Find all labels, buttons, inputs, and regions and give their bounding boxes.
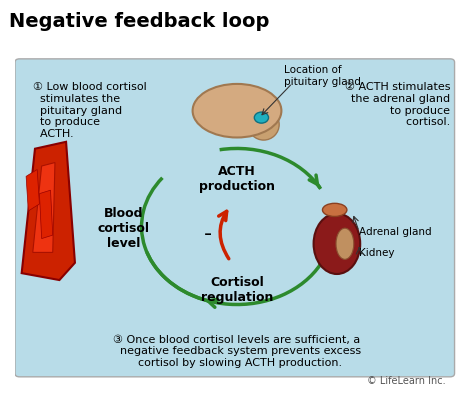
Text: -: - [204,223,212,243]
Text: © LifeLearn Inc.: © LifeLearn Inc. [367,375,446,385]
Text: ② ACTH stimulates
  the adrenal gland
  to produce
  cortisol.: ② ACTH stimulates the adrenal gland to p… [344,82,450,127]
Text: Negative feedback loop: Negative feedback loop [9,12,270,31]
Ellipse shape [248,110,279,141]
Polygon shape [39,191,53,239]
Ellipse shape [192,85,282,138]
Ellipse shape [314,214,360,274]
Text: ③ Once blood cortisol levels are sufficient, a
  negative feedback system preven: ③ Once blood cortisol levels are suffici… [113,334,361,367]
Text: Blood
cortisol
level: Blood cortisol level [98,206,150,249]
Polygon shape [22,142,75,280]
FancyBboxPatch shape [15,60,455,377]
Text: Kidney: Kidney [359,247,394,257]
Circle shape [255,113,269,124]
Text: ACTH
production: ACTH production [199,165,275,193]
Text: Cortisol
regulation: Cortisol regulation [201,275,273,303]
Polygon shape [26,170,39,211]
Ellipse shape [322,204,347,217]
Polygon shape [33,163,55,253]
Text: Adrenal gland: Adrenal gland [359,227,432,237]
Ellipse shape [336,229,354,260]
Text: Location of
pituitary gland: Location of pituitary gland [283,65,361,87]
Text: ① Low blood cortisol
  stimulates the
  pituitary gland
  to produce
  ACTH.: ① Low blood cortisol stimulates the pitu… [33,82,146,138]
